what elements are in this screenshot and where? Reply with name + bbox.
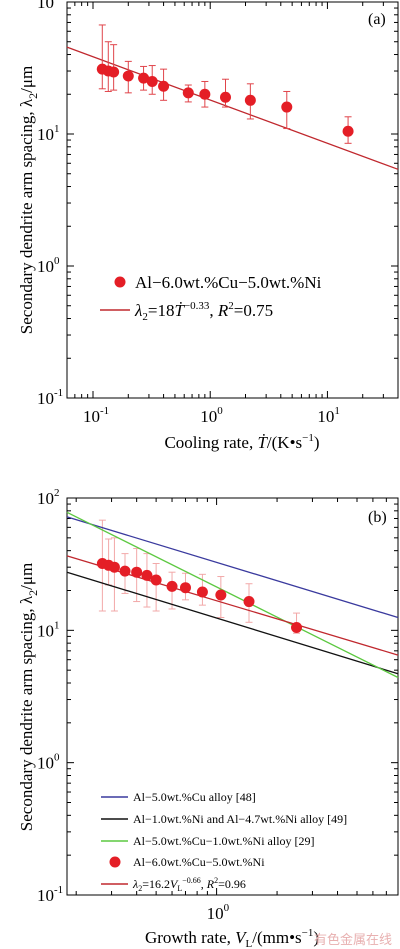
x-axis-label-a: Cooling rate, Ṫ/(K•s−1): [164, 432, 319, 452]
data-point: [342, 125, 354, 137]
panel-a: 10-1 100 101 102 10-1 100 101 (a) Secondary de…: [17, 0, 399, 452]
x-tick-label: 100: [200, 405, 223, 426]
plot-frame-a: [66, 1, 399, 399]
data-point: [182, 87, 194, 99]
data-point: [146, 75, 158, 87]
y-tick-label: 102: [37, 487, 60, 508]
b-series-lines: [66, 511, 399, 679]
data-point: [291, 622, 303, 634]
data-point: [196, 586, 208, 598]
data-point: [108, 66, 120, 78]
panel-label-b: (b): [368, 509, 387, 526]
data-point: [199, 88, 211, 100]
reference-line: [66, 511, 399, 679]
y-tick-label: 100: [37, 255, 60, 276]
plot-frame-b: [66, 497, 399, 896]
a-axis-ticks: 10-1 100 101 102 10-1 100 101: [37, 0, 399, 426]
panel-label-a: (a): [368, 11, 386, 28]
legend-marker-dot: [109, 856, 121, 868]
data-point: [138, 72, 150, 84]
a-series-lines: [66, 46, 399, 170]
data-point: [219, 91, 231, 103]
data-point: [131, 566, 143, 578]
y-axis-label-a: Secondary dendrite arm spacing, λ2/μm: [17, 66, 40, 334]
x-tick-label: 101: [317, 405, 340, 426]
legend-label: Al−5.0wt.%Cu−1.0wt.%Ni alloy [29]: [133, 834, 315, 848]
y-tick-label: 100: [37, 752, 60, 773]
legend-label: Al−1.0wt.%Ni and Al−4.7wt.%Ni alloy [49]: [133, 812, 347, 826]
x-axis-label-b: Growth rate, VL/(mm•s−1): [145, 927, 319, 949]
data-point: [281, 101, 293, 113]
data-point: [244, 94, 256, 106]
y-tick-label: 102: [37, 0, 60, 12]
data-point: [179, 582, 191, 594]
data-point: [158, 80, 170, 92]
legend-b: Al−5.0wt.%Cu alloy [48] Al−1.0wt.%Ni and …: [101, 790, 347, 893]
watermark: 有色金属在线: [314, 932, 392, 947]
fit-line: [66, 46, 399, 170]
data-point: [243, 596, 255, 608]
a-data-points: [96, 24, 354, 144]
x-tick-label: 10-1: [83, 405, 109, 426]
data-point: [215, 589, 227, 601]
legend-label: λ2=16.2VL−0.66, R2=0.96: [132, 876, 246, 893]
reference-line: [66, 571, 399, 675]
data-point: [141, 569, 153, 581]
data-point: [166, 580, 178, 592]
legend-a: Al−6.0wt.%Cu−5.0wt.%Ni λ2=18Ṫ−0.33, R2=0…: [100, 273, 322, 323]
x-tick-label: 100: [207, 902, 230, 923]
legend-label: Al−6.0wt.%Cu−5.0wt.%Ni: [135, 273, 322, 292]
data-point: [119, 565, 131, 577]
legend-label: Al−5.0wt.%Cu alloy [48]: [133, 790, 256, 804]
y-tick-label: 101: [37, 619, 60, 640]
y-tick-label: 10-1: [37, 387, 63, 408]
reference-line: [66, 516, 399, 619]
data-point: [150, 574, 162, 586]
b-data-points: [96, 557, 303, 634]
y-tick-label: 101: [37, 123, 60, 144]
panel-b: 10-1 100 101 102 100 (b) Secondary dendrite …: [17, 487, 399, 949]
b-axis-ticks: 10-1 100 101 102 100: [37, 487, 399, 923]
data-point: [122, 70, 134, 82]
legend-marker-dot: [114, 276, 126, 288]
y-tick-label: 10-1: [37, 884, 63, 905]
legend-label: Al−6.0wt.%Cu−5.0wt.%Ni: [133, 855, 265, 869]
data-point: [108, 561, 120, 573]
legend-label: λ2=18Ṫ−0.33, R2=0.75: [134, 300, 273, 323]
y-axis-label-b: Secondary dendrite arm spacing, λ2/μm: [17, 563, 40, 831]
